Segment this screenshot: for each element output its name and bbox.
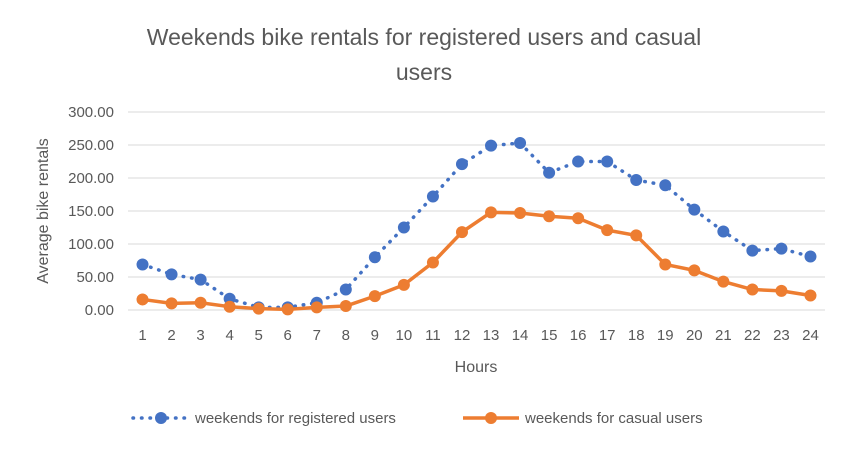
data-point <box>514 206 527 219</box>
data-point <box>455 158 468 171</box>
chart-title-line-1: Weekends bike rentals for registered use… <box>147 24 701 50</box>
x-tick-label: 7 <box>313 327 321 344</box>
x-tick-label: 17 <box>599 327 616 344</box>
legend-label-registered: weekends for registered users <box>194 410 396 427</box>
data-point <box>746 283 759 296</box>
x-tick-label: 10 <box>396 327 413 344</box>
legend-marker-registered <box>155 412 167 424</box>
y-axis-ticks: 0.00 50.00 100.00 150.00 200.00 250.00 300.00 <box>68 104 114 319</box>
y-tick-label: 300.00 <box>68 104 114 121</box>
x-tick-label: 14 <box>512 327 529 344</box>
y-tick-label: 50.00 <box>76 269 114 286</box>
data-point <box>339 300 352 313</box>
series-layer <box>136 137 817 316</box>
data-point <box>572 155 585 168</box>
data-point <box>165 297 178 310</box>
x-tick-label: 16 <box>570 327 587 344</box>
data-point <box>310 301 323 314</box>
data-point <box>485 139 498 152</box>
y-tick-label: 0.00 <box>85 302 114 319</box>
data-point <box>136 258 149 271</box>
x-tick-label: 20 <box>686 327 703 344</box>
data-point <box>775 284 788 297</box>
x-tick-label: 21 <box>715 327 732 344</box>
data-point <box>659 179 672 192</box>
y-tick-label: 250.00 <box>68 137 114 154</box>
x-tick-label: 23 <box>773 327 790 344</box>
x-tick-label: 13 <box>483 327 500 344</box>
x-tick-label: 5 <box>255 327 263 344</box>
data-point <box>165 268 178 281</box>
data-point <box>397 278 410 291</box>
y-axis-label: Average bike rentals <box>35 138 52 284</box>
data-point <box>630 229 643 242</box>
y-tick-label: 200.00 <box>68 170 114 187</box>
data-point <box>194 296 207 309</box>
x-tick-label: 22 <box>744 327 761 344</box>
x-axis-ticks: 1 2 3 4 5 6 7 8 9 10 11 12 13 14 15 16 17 18 19 20 21 22 23 24 <box>138 327 818 344</box>
legend-item-registered: weekends for registered users <box>131 410 396 427</box>
data-point <box>368 290 381 303</box>
data-point <box>659 258 672 271</box>
data-point <box>630 173 643 186</box>
data-point <box>194 273 207 286</box>
x-tick-label: 9 <box>371 327 379 344</box>
gridlines <box>128 111 825 311</box>
y-tick-label: 150.00 <box>68 203 114 220</box>
data-point <box>426 190 439 203</box>
x-tick-label: 24 <box>802 327 819 344</box>
series-line <box>142 210 811 312</box>
chart-title-line-2: users <box>396 59 452 85</box>
data-point <box>543 166 556 179</box>
data-point <box>223 300 236 313</box>
legend-label-casual: weekends for casual users <box>524 410 703 427</box>
x-tick-label: 6 <box>284 327 292 344</box>
data-point <box>514 137 527 150</box>
legend-marker-casual <box>485 412 497 424</box>
x-tick-label: 4 <box>225 327 233 344</box>
data-point <box>339 283 352 296</box>
data-point <box>717 275 730 288</box>
data-point <box>426 256 439 269</box>
x-tick-label: 12 <box>454 327 471 344</box>
data-point <box>136 293 149 306</box>
data-point <box>572 212 585 225</box>
y-tick-label: 100.00 <box>68 236 114 253</box>
data-point <box>775 242 788 255</box>
data-point <box>252 302 265 315</box>
series-registered <box>136 137 817 314</box>
legend-item-casual: weekends for casual users <box>463 410 703 427</box>
data-point <box>601 155 614 168</box>
data-point <box>601 224 614 237</box>
data-point <box>281 303 294 316</box>
data-point <box>485 206 498 219</box>
data-point <box>397 221 410 234</box>
x-tick-label: 8 <box>342 327 350 344</box>
x-tick-label: 18 <box>628 327 645 344</box>
data-point <box>368 251 381 264</box>
data-point <box>455 226 468 239</box>
data-point <box>688 203 701 216</box>
data-point <box>543 210 556 223</box>
data-point <box>688 264 701 277</box>
x-tick-label: 2 <box>167 327 175 344</box>
x-tick-label: 1 <box>138 327 146 344</box>
data-point <box>746 244 759 257</box>
x-axis-label: Hours <box>455 359 498 376</box>
data-point <box>804 289 817 302</box>
x-tick-label: 19 <box>657 327 674 344</box>
x-tick-label: 11 <box>425 327 441 344</box>
data-point <box>804 250 817 263</box>
series-line <box>140 141 813 310</box>
series-casual <box>136 206 817 316</box>
x-tick-label: 15 <box>541 327 558 344</box>
data-point <box>717 225 730 238</box>
x-tick-label: 3 <box>196 327 204 344</box>
legend: weekends for registered users weekends f… <box>131 410 703 427</box>
